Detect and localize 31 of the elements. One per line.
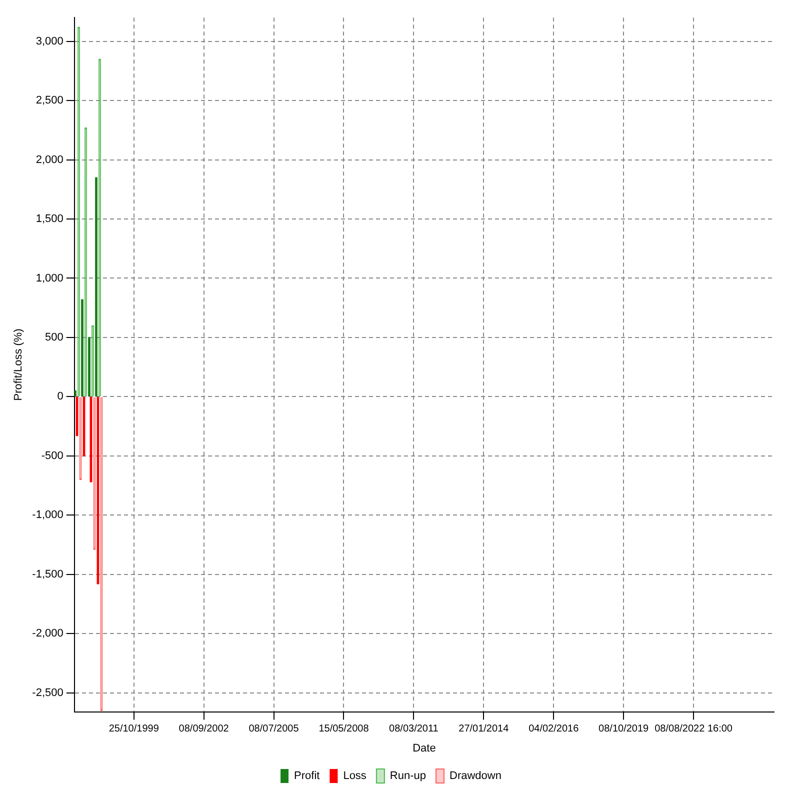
x-tick-label: 08/08/2022 16:00 (654, 724, 733, 735)
y-axis-title: Profit/Loss (%) (12, 328, 25, 401)
y-tick-label: -2,000 (32, 628, 64, 640)
x-tick-label: 04/02/2016 (528, 724, 580, 735)
y-tick-label: 1,000 (36, 272, 64, 284)
x-tick-label: 27/01/2014 (458, 724, 510, 735)
legend-label: Run-up (390, 770, 426, 782)
y-tick-label: -1,500 (32, 568, 64, 580)
x-tick-label: 08/10/2019 (598, 724, 650, 735)
y-tick-label: -2,500 (32, 686, 64, 699)
legend-label: Loss (343, 770, 367, 782)
legend-label: Profit (294, 770, 320, 782)
x-tick-label: 08/03/2011 (389, 724, 439, 735)
y-tick-label: 2,000 (36, 154, 64, 166)
x-tick-label: 08/09/2002 (178, 724, 230, 735)
bar (95, 177, 98, 397)
y-tick-label: 1,500 (36, 213, 64, 226)
y-tick-label: -500 (41, 450, 64, 462)
y-tick-label: 500 (45, 331, 64, 344)
y-tick-label: -1,000 (32, 509, 64, 522)
legend-label: Drawdown (450, 770, 502, 782)
bar (88, 337, 90, 397)
x-axis-title: Date (412, 742, 436, 754)
y-tick-label: 0 (57, 390, 64, 403)
y-tick-label: 3,000 (36, 35, 64, 48)
bar (74, 390, 76, 397)
y-tick-label: 2,500 (36, 94, 64, 107)
x-tick-label: 15/05/2008 (318, 724, 370, 735)
x-tick-label: 08/07/2005 (248, 724, 300, 735)
bar (81, 299, 84, 397)
x-tick-label: 25/10/1999 (108, 724, 160, 735)
